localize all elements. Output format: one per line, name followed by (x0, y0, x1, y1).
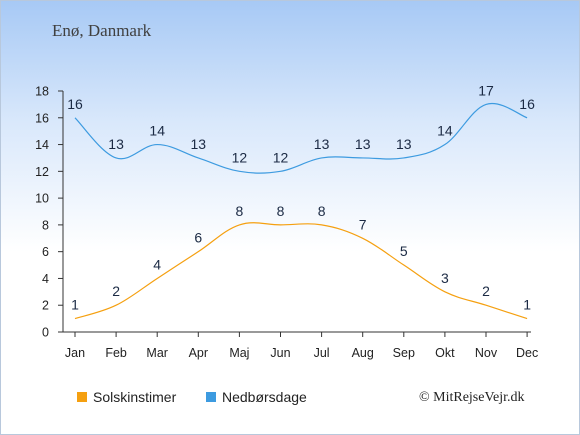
x-tick-label: Okt (435, 346, 455, 360)
x-tick-label: Apr (189, 346, 208, 360)
y-tick-label: 14 (35, 138, 49, 152)
x-tick-label: Jan (65, 346, 85, 360)
legend-item-rain-days: Nedbørsdage (206, 389, 307, 405)
data-label-1: 12 (273, 149, 289, 165)
series-line-1 (74, 102, 528, 174)
data-label-0: 5 (400, 243, 408, 259)
data-label-1: 14 (149, 123, 165, 139)
data-label-0: 7 (359, 216, 367, 232)
x-tick-label: Maj (229, 346, 249, 360)
data-label-0: 8 (318, 203, 326, 219)
x-tick-label: Sep (393, 346, 415, 360)
x-tick-label: Dec (516, 346, 538, 360)
legend-swatch-rain-days (206, 392, 216, 402)
data-label-0: 2 (112, 283, 120, 299)
x-tick-label: Jul (314, 346, 330, 360)
y-tick-label: 12 (35, 165, 49, 179)
x-tick-label: Nov (475, 346, 498, 360)
series-line-0 (74, 222, 528, 320)
data-label-0: 4 (153, 256, 161, 272)
data-label-0: 3 (441, 270, 449, 286)
x-tick-label: Jun (270, 346, 290, 360)
location-title: Enø, Danmark (52, 21, 152, 40)
legend-label-rain-days: Nedbørsdage (222, 389, 307, 405)
y-tick-label: 4 (42, 272, 49, 286)
data-label-1: 14 (437, 123, 453, 139)
y-tick-label: 10 (35, 192, 49, 206)
x-tick-label: Feb (105, 346, 127, 360)
legend-item-sunshine: Solskinstimer (77, 389, 176, 405)
data-label-0: 1 (71, 297, 79, 313)
data-label-1: 13 (191, 136, 207, 152)
data-label-1: 16 (67, 96, 83, 112)
credit-text: © MitRejseVejr.dk (419, 390, 525, 405)
data-label-0: 6 (194, 230, 202, 246)
y-tick-label: 8 (42, 218, 49, 232)
data-label-0: 1 (523, 297, 531, 313)
data-label-1: 13 (314, 136, 330, 152)
data-label-1: 16 (519, 96, 535, 112)
data-label-1: 12 (232, 149, 248, 165)
data-label-0: 8 (236, 203, 244, 219)
y-tick-label: 16 (35, 111, 49, 125)
data-label-0: 8 (277, 203, 285, 219)
x-tick-label: Mar (146, 346, 168, 360)
x-tick-label: Aug (352, 346, 374, 360)
data-label-1: 17 (478, 82, 494, 98)
data-label-1: 13 (396, 136, 412, 152)
data-label-0: 2 (482, 283, 490, 299)
data-label-1: 13 (108, 136, 124, 152)
y-tick-label: 18 (35, 85, 49, 99)
y-tick-label: 0 (42, 326, 49, 340)
legend-swatch-sunshine (77, 392, 87, 402)
y-tick-label: 6 (42, 245, 49, 259)
data-label-1: 13 (355, 136, 371, 152)
y-tick-label: 2 (42, 299, 49, 313)
legend-label-sunshine: Solskinstimer (93, 389, 177, 405)
